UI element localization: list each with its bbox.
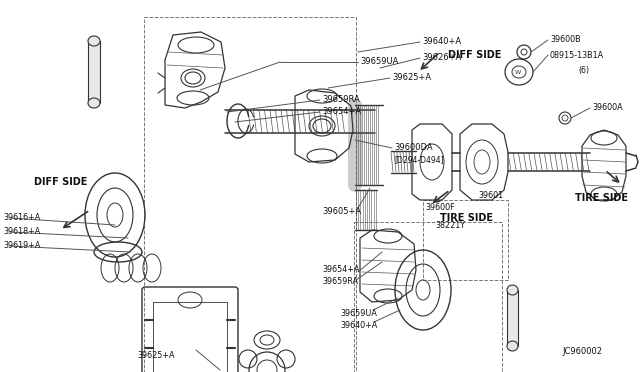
Text: 39659RA: 39659RA bbox=[322, 278, 358, 286]
Text: 39600A: 39600A bbox=[592, 103, 623, 112]
Text: 39659RA: 39659RA bbox=[322, 96, 360, 105]
Ellipse shape bbox=[88, 36, 100, 46]
Text: 38221Y: 38221Y bbox=[435, 221, 465, 230]
Text: DIFF SIDE: DIFF SIDE bbox=[34, 177, 88, 187]
Text: 39640+A: 39640+A bbox=[340, 321, 377, 330]
Text: 39600DA: 39600DA bbox=[394, 144, 433, 153]
Text: 08915-13B1A: 08915-13B1A bbox=[550, 51, 604, 60]
Text: 39659UA: 39659UA bbox=[360, 58, 398, 67]
Text: 39600F: 39600F bbox=[425, 203, 454, 212]
Text: JC960002: JC960002 bbox=[562, 347, 602, 356]
Text: 39616+A: 39616+A bbox=[3, 214, 40, 222]
Bar bbox=[507, 290, 518, 346]
Text: 39600B: 39600B bbox=[550, 35, 580, 45]
Ellipse shape bbox=[88, 98, 100, 108]
Ellipse shape bbox=[507, 285, 518, 295]
Text: 39626+A: 39626+A bbox=[422, 54, 461, 62]
Text: 39601: 39601 bbox=[478, 190, 503, 199]
Bar bbox=[153, 302, 227, 372]
Text: 39640+A: 39640+A bbox=[422, 38, 461, 46]
Text: DIFF SIDE: DIFF SIDE bbox=[448, 50, 501, 60]
Text: 39618+A: 39618+A bbox=[3, 228, 40, 237]
Text: TIRE SIDE: TIRE SIDE bbox=[440, 213, 493, 223]
Text: 39659UA: 39659UA bbox=[340, 310, 377, 318]
Ellipse shape bbox=[507, 341, 518, 351]
Text: 39605+A: 39605+A bbox=[322, 208, 361, 217]
Text: (6): (6) bbox=[578, 65, 589, 74]
Text: W: W bbox=[515, 70, 521, 74]
Bar bbox=[423, 200, 508, 280]
Bar bbox=[144, 17, 356, 372]
Bar bbox=[88, 41, 100, 103]
Text: 39625+A: 39625+A bbox=[138, 350, 175, 359]
Text: 39619+A: 39619+A bbox=[3, 241, 40, 250]
Text: 39654+A: 39654+A bbox=[322, 108, 361, 116]
Bar bbox=[354, 222, 502, 372]
Text: [D294-D494]: [D294-D494] bbox=[394, 155, 444, 164]
Text: TIRE SIDE: TIRE SIDE bbox=[575, 193, 628, 203]
Text: 39625+A: 39625+A bbox=[392, 74, 431, 83]
Text: 39654+A: 39654+A bbox=[322, 266, 360, 275]
